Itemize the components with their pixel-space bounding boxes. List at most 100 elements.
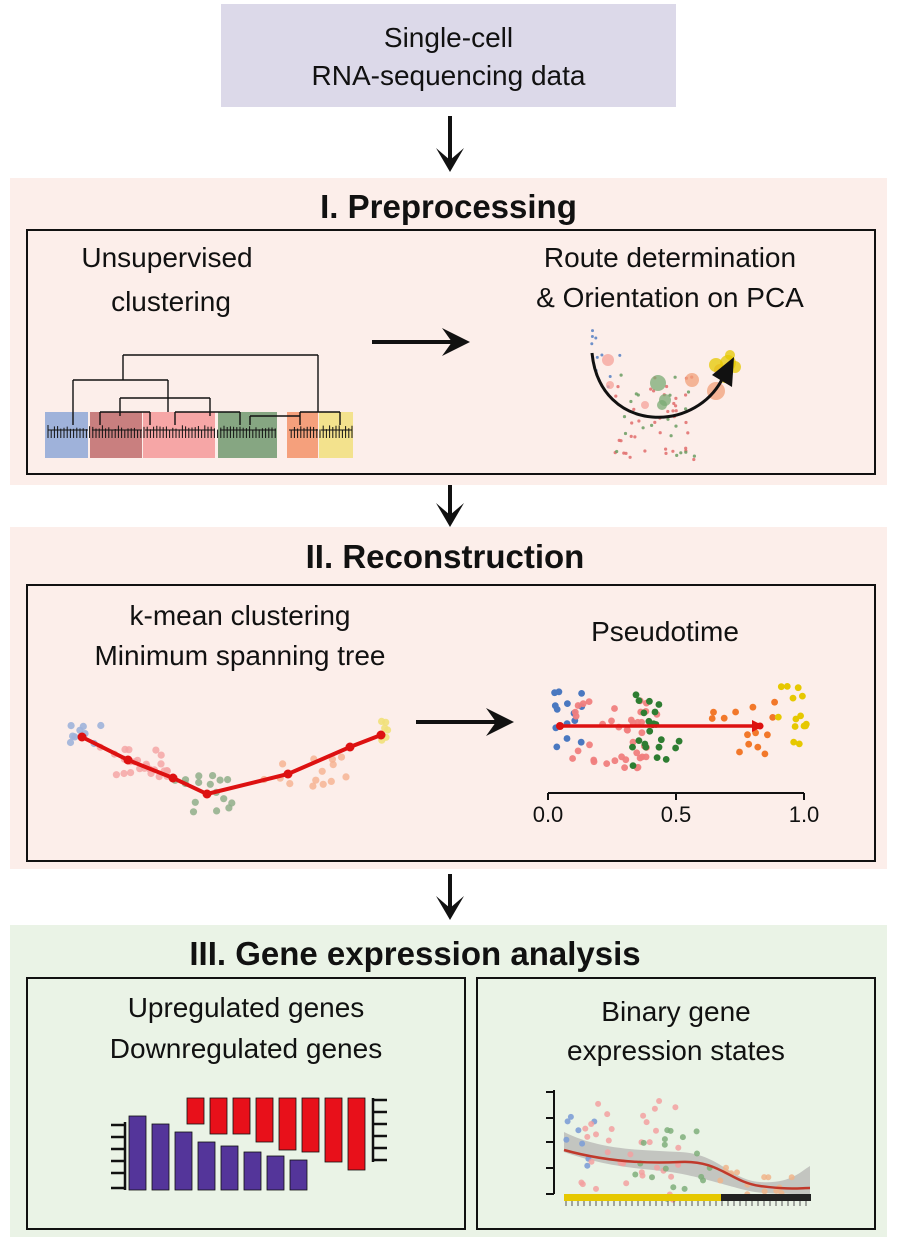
cluster-block-blue	[45, 412, 88, 458]
pca-point	[684, 407, 688, 411]
down-arrow-icon	[436, 116, 464, 172]
pseudotime-point	[564, 700, 571, 707]
pseudotime-point	[655, 701, 663, 708]
pca-point	[637, 419, 641, 423]
regulated-genes-frame	[26, 977, 466, 1230]
pca-point	[686, 431, 690, 435]
mst-point	[228, 799, 236, 807]
input-label-line1: Single-cell	[383, 22, 514, 53]
pca-points	[590, 329, 741, 462]
pseudotime-point	[672, 744, 679, 752]
pca-cluster-point	[602, 354, 614, 366]
pseudotime-point	[799, 692, 806, 700]
binary-point	[608, 1126, 615, 1132]
pca-point	[623, 431, 628, 436]
pseudotime-point	[657, 736, 665, 744]
binary-state-off	[721, 1194, 811, 1201]
pca-point	[591, 329, 594, 333]
right-arrow-icon	[416, 708, 514, 736]
mst-point	[329, 761, 337, 769]
pca-cluster-point	[650, 375, 666, 391]
binary-point	[672, 1104, 679, 1111]
pca-point	[590, 335, 594, 338]
mst-point	[213, 807, 221, 815]
downregulated-label: Downregulated genes	[109, 1033, 383, 1064]
pseudotime-point	[578, 690, 585, 697]
regulated-bars	[111, 1097, 387, 1191]
mst-point	[342, 773, 350, 781]
pca-cluster-point	[709, 358, 723, 372]
pseudotime-point	[794, 684, 802, 692]
binary-point	[604, 1111, 611, 1118]
dendrogram-leaves	[47, 425, 353, 438]
pseudotime-point	[749, 703, 757, 711]
preprocessing-title: I. Preprocessing	[320, 188, 577, 225]
pca-point	[641, 426, 645, 430]
pseudotime-point	[745, 740, 753, 748]
pseudotime-point	[754, 743, 762, 751]
mst-point	[191, 798, 199, 806]
pseudotime-point	[553, 743, 561, 751]
pseudotime-point	[732, 708, 739, 716]
binary-point	[584, 1133, 591, 1140]
mst-point	[71, 733, 79, 741]
binary-point	[593, 1185, 599, 1192]
pca-point	[608, 375, 612, 378]
pseudotime-point	[553, 706, 561, 713]
binary-point	[661, 1136, 668, 1143]
pca-point	[628, 455, 632, 459]
pca-point	[671, 409, 675, 413]
mst-points	[66, 717, 392, 816]
left-axis	[111, 1122, 127, 1190]
pseudotime-point	[646, 727, 654, 735]
pseudotime-point	[642, 753, 650, 761]
pseudotime-point	[632, 691, 640, 699]
pca-point	[614, 394, 618, 398]
pseudotime-point	[636, 754, 644, 762]
binary-point	[579, 1140, 586, 1147]
binary-point	[640, 1112, 647, 1119]
pseudotime-point	[586, 741, 593, 749]
pca-point	[666, 417, 670, 421]
pseudotime-point	[761, 750, 769, 758]
binary-point	[578, 1179, 585, 1186]
binary-state-on	[564, 1194, 721, 1201]
pseudotime-point	[551, 689, 558, 697]
binary-point	[698, 1173, 705, 1180]
pseudotime-point	[642, 743, 650, 751]
pseudotime-point	[603, 760, 611, 767]
mst-point	[157, 760, 165, 768]
binary-y-axis	[546, 1090, 555, 1195]
binary-point	[656, 1098, 663, 1104]
pseudotime-point	[752, 729, 759, 737]
pca-cluster-point	[641, 401, 649, 409]
pseudotime-point	[710, 708, 717, 716]
mst-point	[381, 724, 389, 732]
binary-point	[582, 1125, 589, 1132]
mst-point	[121, 745, 129, 753]
mst-point	[224, 776, 232, 784]
pca-point	[692, 454, 696, 458]
pca-cluster-point	[657, 400, 667, 410]
dendrogram-branches	[72, 354, 341, 425]
binary-point	[643, 1119, 650, 1126]
pca-point	[674, 404, 678, 408]
mst-point	[195, 778, 203, 787]
pseudotime-point	[623, 726, 631, 734]
binary-point	[605, 1137, 612, 1144]
binary-point	[654, 1164, 660, 1171]
pca-cluster-point	[685, 373, 699, 387]
pca-point	[669, 434, 673, 438]
pseudotime-point	[708, 715, 716, 722]
pseudotime-point	[611, 705, 618, 712]
pca-cluster-point	[725, 350, 735, 360]
pseudotime-label: Pseudotime	[591, 616, 739, 647]
binary-states-frame	[476, 977, 876, 1230]
pseudotime-point	[789, 694, 797, 702]
input-label-line2: RNA-sequencing data	[311, 60, 586, 91]
pseudotime-point	[579, 700, 587, 708]
pca-point	[590, 342, 594, 346]
mst-point	[66, 738, 75, 747]
binary-point	[564, 1118, 571, 1125]
pseudotime-point	[585, 698, 593, 705]
